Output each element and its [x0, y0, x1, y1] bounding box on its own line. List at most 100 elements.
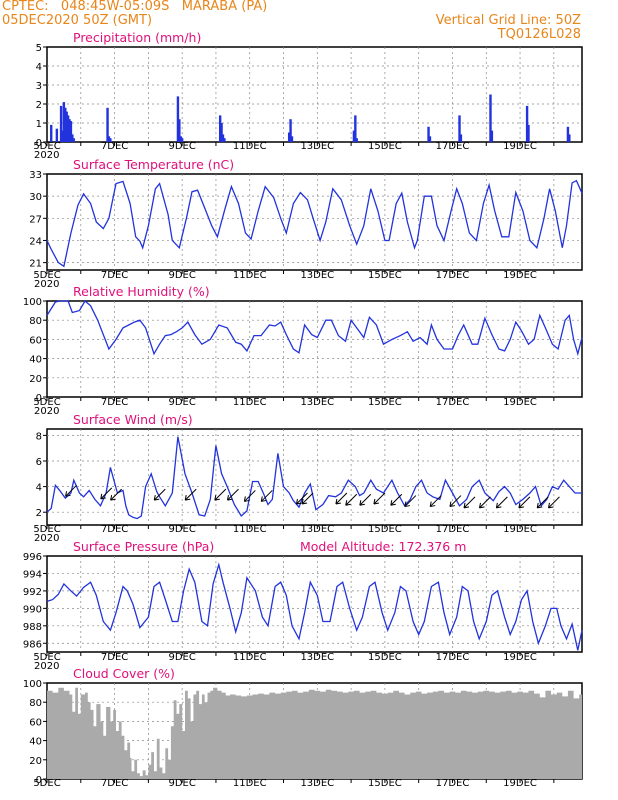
precipitation-bar	[289, 119, 292, 142]
wind-arrow-head	[153, 495, 160, 501]
cloud-title: Cloud Cover (%)	[73, 666, 175, 681]
cloud-area	[47, 687, 582, 779]
wind-xtick-label: 9DEC	[168, 524, 195, 535]
wind-arrow	[518, 496, 531, 509]
wind-arrow-head	[335, 498, 341, 505]
wind-xtick-label: 7DEC	[101, 524, 128, 535]
temperature-ytick-label: 24	[29, 236, 42, 247]
wind-arrow	[536, 496, 549, 509]
wind-arrow	[100, 487, 113, 500]
pressure-xtick-label: 9DEC	[168, 652, 195, 663]
wind-arrow-head	[184, 495, 191, 501]
precipitation-bar	[221, 134, 225, 142]
wind-arrow-head	[243, 496, 250, 502]
precipitation-bar	[489, 94, 492, 142]
cloud-xtick-label: 9DEC	[168, 778, 195, 789]
precipitation-bar	[179, 136, 182, 142]
precipitation-bar	[290, 136, 294, 142]
precipitation-bar	[527, 124, 530, 142]
wind-arrow	[301, 492, 314, 505]
pressure-annotation: Model Altitude: 172.376 m	[300, 539, 466, 554]
wind-arrow-head	[295, 498, 302, 505]
precipitation-bar	[287, 132, 291, 142]
precipitation-bar	[62, 102, 66, 142]
wind-arrow	[390, 493, 403, 506]
pressure-xtick-label: 5DEC	[33, 652, 60, 663]
cloud-xtick-label: 11DEC	[233, 778, 267, 789]
temperature-year-label: 2020	[34, 279, 59, 290]
temperature-xtick-label: 15DEC	[368, 270, 402, 281]
precipitation-bar	[458, 115, 461, 142]
humidity-ytick-label: 40	[29, 355, 42, 366]
precipitation-bar	[106, 107, 109, 142]
precipitation-bar	[72, 138, 75, 142]
precipitation-bar	[220, 123, 223, 142]
header-line1-left: CPTEC: 048:45W-05:09S MARABA (PA)	[2, 0, 268, 14]
wind-ytick-label: 2	[36, 508, 42, 519]
precipitation-bar	[525, 105, 529, 142]
temperature-xtick-label: 7DEC	[101, 270, 128, 281]
humidity-ytick-label: 0	[36, 393, 42, 404]
humidity-xtick-label: 17DEC	[436, 397, 470, 408]
wind-arrow-head	[536, 502, 543, 509]
wind-arrow-head	[478, 502, 485, 509]
precipitation-xtick-label: 5DEC	[33, 141, 60, 152]
humidity-xtick-label: 11DEC	[233, 397, 267, 408]
wind-arrow-head	[65, 491, 71, 497]
header-line2-left: 05DEC2020 50Z (GMT)	[2, 13, 153, 28]
wind-arrow-head	[373, 498, 379, 505]
wind-arrow-head	[449, 501, 456, 508]
wind-frame	[46, 428, 583, 526]
precipitation-bar	[66, 115, 70, 142]
precipitation-ytick-label: 0	[36, 138, 42, 149]
humidity-ytick-label: 20	[29, 374, 42, 385]
humidity-xtick-label: 19DEC	[503, 397, 537, 408]
precipitation-xtick-label: 19DEC	[503, 141, 537, 152]
wind-arrow	[548, 496, 560, 509]
precipitation-frame	[46, 46, 583, 143]
wind-arrow-head	[518, 502, 525, 509]
temperature-ytick-label: 33	[29, 170, 42, 181]
precipitation-bar	[355, 138, 358, 142]
pressure-ytick-label: 986	[23, 639, 42, 650]
precipitation-xtick-label: 7DEC	[101, 141, 128, 152]
precipitation-year-label: 2020	[34, 150, 59, 161]
wind-xtick-label: 17DEC	[436, 524, 470, 535]
precipitation-bar	[71, 134, 74, 142]
precipitation-xtick-label: 17DEC	[436, 141, 470, 152]
wind-xtick-label: 5DEC	[33, 524, 60, 535]
wind-xtick-label: 13DEC	[300, 524, 334, 535]
precipitation-bar	[50, 124, 53, 142]
wind-arrow-head	[547, 502, 554, 509]
precipitation-bar	[566, 126, 570, 142]
humidity-xtick-label: 13DEC	[300, 397, 334, 408]
temperature-xtick-label: 19DEC	[503, 270, 537, 281]
humidity-ytick-label: 80	[29, 316, 42, 327]
wind-arrow	[296, 492, 308, 505]
cloud-xtick-label: 15DEC	[368, 778, 402, 789]
cloud-xtick-label: 7DEC	[101, 778, 128, 789]
wind-arrow	[345, 493, 358, 506]
humidity-year-label: 2020	[34, 406, 59, 417]
humidity-xtick-label: 15DEC	[368, 397, 402, 408]
precipitation-bar	[427, 126, 430, 142]
pressure-ytick-label: 996	[23, 552, 42, 563]
wind-arrow-head	[301, 498, 308, 505]
pressure-ytick-label: 990	[23, 604, 42, 615]
wind-arrow-head	[100, 493, 106, 500]
wind-arrow	[214, 488, 227, 501]
wind-xtick-label: 11DEC	[233, 524, 267, 535]
wind-arrow	[153, 488, 166, 501]
wind-arrow	[227, 488, 239, 501]
precipitation-title: Precipitation (mm/h)	[73, 30, 201, 45]
precipitation-bar	[107, 136, 111, 142]
temperature-xtick-label: 11DEC	[233, 270, 267, 281]
precipitation-bar	[180, 138, 184, 142]
wind-arrow	[479, 496, 491, 509]
cloud-xtick-label: 19DEC	[503, 778, 537, 789]
pressure-xtick-label: 11DEC	[233, 652, 267, 663]
precipitation-xtick-label: 13DEC	[300, 141, 334, 152]
precipitation-bar	[176, 96, 180, 142]
precipitation-bar	[178, 119, 181, 142]
precipitation-xtick-label: 11DEC	[233, 141, 267, 152]
